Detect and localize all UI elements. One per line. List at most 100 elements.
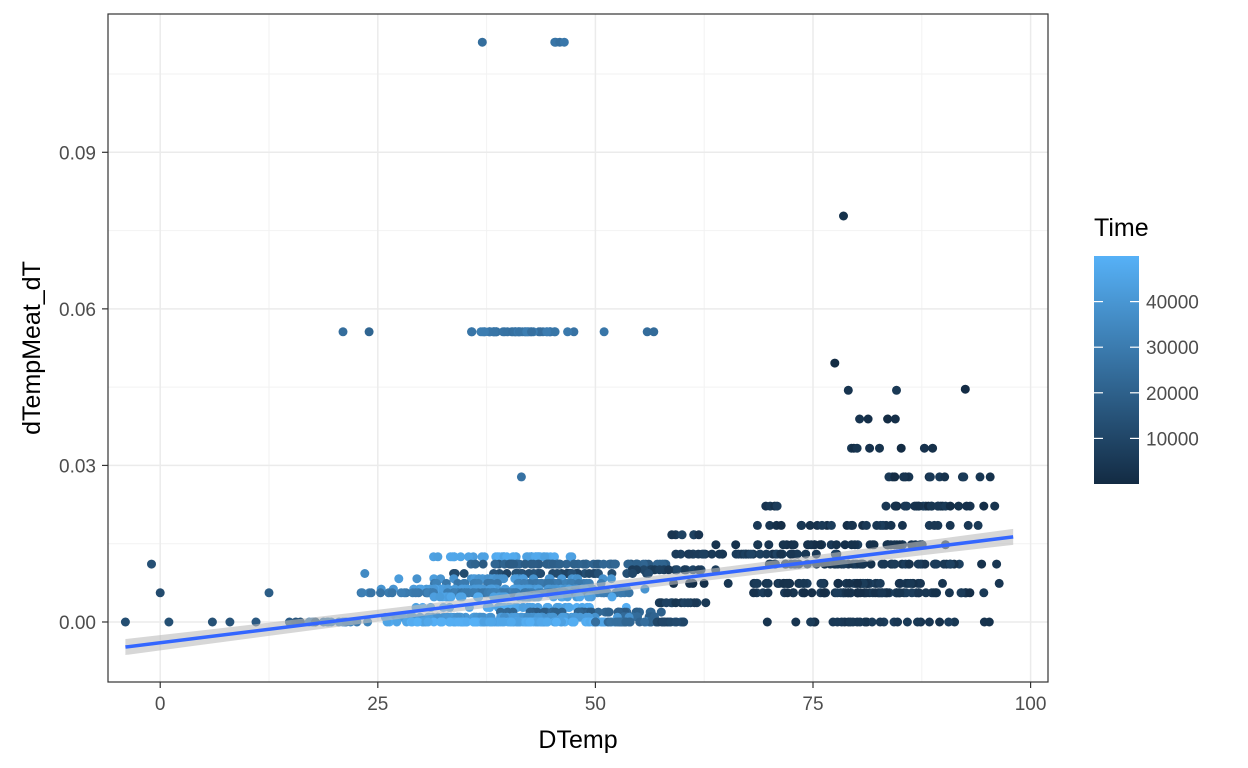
scatter-point bbox=[783, 588, 792, 598]
scatter-point bbox=[914, 588, 924, 598]
scatter-point bbox=[925, 472, 935, 482]
scatter-point bbox=[945, 520, 955, 530]
scatter-point bbox=[803, 540, 813, 550]
legend-label: 20000 bbox=[1146, 384, 1199, 405]
scatter-point bbox=[963, 520, 973, 530]
scatter-point bbox=[752, 578, 761, 588]
scatter-point bbox=[938, 578, 947, 588]
scatter-point bbox=[664, 565, 674, 575]
scatter-point bbox=[944, 588, 954, 598]
scatter-point bbox=[559, 37, 569, 47]
scatter-point bbox=[462, 617, 472, 627]
scatter-point bbox=[956, 588, 966, 598]
scatter-point bbox=[839, 211, 848, 221]
y-tick-label: 0.00 bbox=[59, 613, 96, 634]
scatter-point bbox=[508, 552, 518, 562]
scatter-point bbox=[940, 472, 950, 482]
scatter-point bbox=[542, 617, 552, 627]
scatter-point bbox=[945, 559, 955, 569]
x-tick-label: 25 bbox=[367, 694, 388, 715]
x-tick-label: 0 bbox=[155, 694, 166, 715]
scatter-point bbox=[902, 617, 912, 627]
scatter-point bbox=[479, 327, 489, 337]
x-tick-label: 50 bbox=[585, 694, 606, 715]
scatter-point bbox=[962, 501, 972, 511]
scatter-point bbox=[853, 578, 863, 588]
scatter-point bbox=[819, 588, 829, 598]
scatter-point bbox=[892, 385, 901, 395]
scatter-point bbox=[763, 588, 773, 598]
scatter-point bbox=[542, 327, 552, 337]
scatter-point bbox=[765, 520, 775, 530]
scatter-point bbox=[924, 617, 934, 627]
scatter-point bbox=[606, 574, 616, 584]
scatter-point bbox=[965, 588, 975, 598]
scatter-point bbox=[656, 607, 666, 617]
scatter-point bbox=[913, 617, 922, 627]
scatter-point bbox=[433, 552, 443, 562]
scatter-point bbox=[376, 588, 385, 598]
scatter-point bbox=[875, 443, 884, 453]
scatter-point bbox=[795, 578, 805, 588]
scatter-point bbox=[672, 565, 682, 575]
scatter-point bbox=[453, 617, 463, 627]
scatter-point bbox=[455, 592, 465, 602]
scatter-point bbox=[776, 549, 786, 559]
scatter-point bbox=[731, 540, 741, 550]
scatter-point bbox=[411, 588, 421, 598]
scatter-point bbox=[536, 569, 546, 578]
y-tick-label: 0.06 bbox=[59, 300, 96, 321]
scatter-point bbox=[840, 540, 850, 550]
scatter-point bbox=[893, 617, 903, 627]
scatter-point bbox=[642, 327, 652, 337]
scatter-point bbox=[764, 540, 774, 550]
scatter-point bbox=[832, 588, 842, 598]
scatter-point bbox=[805, 520, 815, 530]
scatter-point bbox=[776, 520, 786, 530]
scatter-point bbox=[817, 578, 827, 588]
scatter-point bbox=[516, 472, 526, 482]
scatter-point bbox=[528, 559, 538, 569]
scatter-point bbox=[844, 578, 854, 588]
scatter-point bbox=[890, 414, 900, 424]
scatter-point bbox=[592, 559, 602, 569]
scatter-point bbox=[667, 530, 677, 540]
scatter-point bbox=[509, 559, 519, 569]
legend-label: 40000 bbox=[1146, 293, 1199, 314]
scatter-point bbox=[900, 501, 910, 511]
scatter-point bbox=[791, 617, 801, 627]
scatter-point bbox=[872, 520, 882, 530]
scatter-point bbox=[843, 385, 853, 395]
scatter-point bbox=[164, 617, 174, 627]
scatter-point bbox=[985, 472, 995, 482]
scatter-point bbox=[506, 617, 516, 627]
x-tick-label: 100 bbox=[1015, 694, 1047, 715]
scatter-point bbox=[778, 540, 788, 550]
scatter-point bbox=[960, 384, 970, 394]
scatter-point bbox=[498, 617, 508, 627]
scatter-point bbox=[832, 540, 841, 550]
scatter-point bbox=[489, 327, 499, 337]
scatter-point bbox=[155, 588, 165, 598]
scatter-point bbox=[514, 327, 524, 337]
scatter-point bbox=[207, 617, 217, 627]
scatter-point bbox=[456, 552, 466, 562]
scatter-point bbox=[649, 327, 659, 337]
scatter-point bbox=[569, 617, 579, 627]
scatter-point bbox=[796, 520, 806, 530]
scatter-point bbox=[984, 617, 994, 627]
scatter-point bbox=[701, 598, 711, 608]
scatter-point bbox=[490, 559, 500, 569]
scatter-point bbox=[520, 559, 530, 569]
legend-label: 30000 bbox=[1146, 338, 1199, 359]
scatter-point bbox=[478, 559, 488, 569]
scatter-point bbox=[826, 520, 836, 530]
scatter-point bbox=[755, 549, 765, 559]
scatter-point bbox=[684, 549, 694, 559]
scatter-point bbox=[264, 588, 274, 598]
scatter-point bbox=[599, 559, 609, 569]
scatter-point bbox=[555, 559, 565, 569]
scatter-point bbox=[901, 588, 911, 598]
trend-line-group bbox=[125, 528, 1014, 656]
scatter-point bbox=[846, 520, 856, 530]
